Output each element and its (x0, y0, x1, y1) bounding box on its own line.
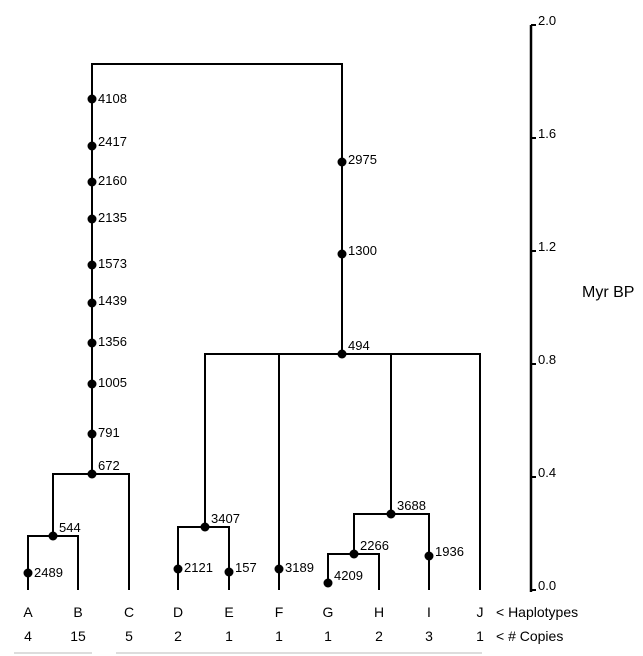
mutation-dot (87, 298, 97, 308)
mutation-label: 4108 (98, 91, 127, 106)
mutation-dot (87, 260, 97, 270)
haplotype-label: D (173, 604, 183, 620)
haplotype-label: E (224, 604, 233, 620)
mutation-label: 672 (98, 458, 120, 473)
copy-counts: 4 15 5 2 1 1 1 2 3 1 < # Copies (24, 628, 563, 644)
mutation-label: 3407 (211, 511, 240, 526)
haplotype-label: G (323, 604, 334, 620)
mutation-dot (87, 469, 97, 479)
mutation-dot (87, 94, 97, 104)
mutation-label: 1356 (98, 334, 127, 349)
mutation-dot (224, 567, 234, 577)
mutation-dot (349, 549, 359, 559)
mutation-label: 1573 (98, 256, 127, 271)
mutation-labels: 4108 2417 2160 2135 1573 1439 1356 1005 … (34, 91, 464, 583)
mutation-dot (87, 379, 97, 389)
axis-tick-label: 1.6 (538, 126, 556, 141)
haplotype-label: F (275, 604, 284, 620)
copy-count: 1 (476, 628, 484, 644)
mutation-label: 157 (235, 560, 257, 575)
mutation-dot (337, 249, 347, 259)
mutation-label: 3189 (285, 560, 314, 575)
time-axis: 2.0 1.6 1.2 0.8 0.4 0.0 Myr BP (529, 13, 634, 593)
mutation-dot (337, 157, 347, 167)
mutation-label: 1005 (98, 375, 127, 390)
mutation-dot (337, 349, 347, 359)
mutation-dot (200, 522, 210, 532)
axis-unit-label: Myr BP (582, 284, 634, 301)
copy-count: 2 (174, 628, 182, 644)
mutation-dot (173, 564, 183, 574)
mutation-dot (87, 338, 97, 348)
copy-count: 1 (275, 628, 283, 644)
mutation-label: 791 (98, 425, 120, 440)
mutation-dot (48, 531, 58, 541)
mutation-label: 2489 (34, 565, 63, 580)
mutation-label: 544 (59, 520, 81, 535)
copy-count: 2 (375, 628, 383, 644)
mutation-label: 1936 (435, 544, 464, 559)
haplotype-label: I (427, 604, 431, 620)
mutation-dot (424, 551, 434, 561)
haplotype-label: A (23, 604, 33, 620)
copy-count: 5 (125, 628, 133, 644)
axis-tick-label: 0.0 (538, 578, 556, 593)
axis-tick-label: 2.0 (538, 13, 556, 28)
mutation-dot (274, 564, 284, 574)
haplotype-label: H (374, 604, 384, 620)
haplotype-label: B (73, 604, 82, 620)
copy-count: 15 (70, 628, 86, 644)
copy-count: 1 (324, 628, 332, 644)
mutation-label: 2975 (348, 152, 377, 167)
mutation-label: 494 (348, 338, 370, 353)
mutation-label: 2160 (98, 173, 127, 188)
mutation-dots (23, 94, 434, 588)
mutation-dot (386, 509, 396, 519)
mutation-label: 2135 (98, 210, 127, 225)
mutation-dot (87, 177, 97, 187)
haplotypes-row-label: < Haplotypes (496, 604, 578, 620)
mutation-dot (323, 578, 333, 588)
axis-tick-label: 0.8 (538, 352, 556, 367)
mutation-label: 4209 (334, 568, 363, 583)
mutation-label: 2121 (184, 560, 213, 575)
axis-tick-label: 0.4 (538, 465, 556, 480)
mutation-label: 2417 (98, 134, 127, 149)
mutation-dot (87, 429, 97, 439)
mutation-label: 3688 (397, 498, 426, 513)
copies-row-label: < # Copies (496, 628, 563, 644)
mutation-label: 1300 (348, 243, 377, 258)
haplotype-label: C (124, 604, 134, 620)
mutation-label: 2266 (360, 538, 389, 553)
haplotype-labels: A B C D E F G H I J < Haplotypes (23, 604, 578, 620)
mutation-dot (23, 568, 33, 578)
mutation-dot (87, 214, 97, 224)
mutation-dot (87, 141, 97, 151)
axis-tick-label: 1.2 (538, 239, 556, 254)
mutation-label: 1439 (98, 293, 127, 308)
copy-count: 1 (225, 628, 233, 644)
copy-count: 4 (24, 628, 32, 644)
haplotype-label: J (477, 604, 484, 620)
copy-count: 3 (425, 628, 433, 644)
